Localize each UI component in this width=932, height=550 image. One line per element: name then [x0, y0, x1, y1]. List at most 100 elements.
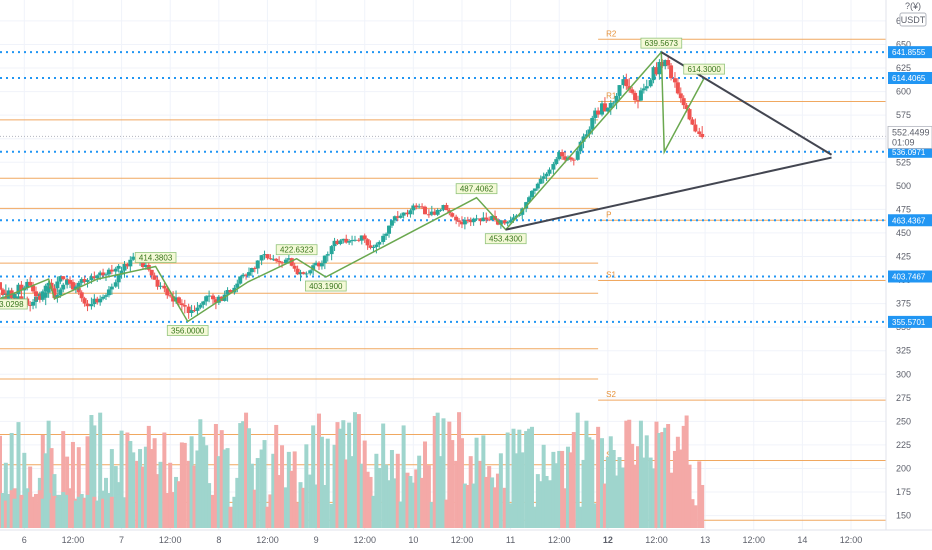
volume-bar — [414, 469, 419, 528]
volume-bar — [219, 430, 224, 528]
candle-body — [681, 98, 686, 106]
volume-bar — [335, 422, 340, 528]
volume-bar — [675, 436, 680, 528]
candle-body — [70, 283, 75, 290]
volume-bar — [232, 496, 237, 528]
candle-body — [600, 103, 605, 115]
price-tag — [888, 46, 932, 59]
candle-body — [16, 284, 21, 295]
price-tick-label: 450 — [896, 228, 911, 238]
candle-body — [152, 275, 157, 280]
zigzag-label-box — [166, 325, 209, 336]
time-tick-label: 7 — [119, 535, 124, 545]
volume-bar — [678, 449, 683, 528]
candle-body — [19, 284, 24, 291]
volume-bar — [3, 462, 8, 528]
volume-bar — [505, 432, 510, 528]
candle-body — [362, 235, 367, 240]
time-tick-label: 6 — [22, 535, 27, 545]
volume-bar — [171, 492, 176, 528]
volume-bar — [593, 503, 598, 528]
candle-body — [101, 296, 106, 299]
candle-body — [508, 220, 513, 223]
candle-body — [697, 131, 702, 134]
pivot-label: S2 — [606, 390, 616, 399]
candle-body — [487, 219, 492, 221]
volume-bar — [31, 496, 36, 528]
candle-body — [490, 216, 495, 221]
volume-bars — [0, 412, 705, 528]
volume-bar — [438, 456, 443, 528]
volume-bar — [274, 424, 279, 528]
volume-bar — [551, 451, 556, 528]
candle-body — [484, 217, 489, 220]
candle-body — [65, 280, 70, 285]
volume-bar — [316, 413, 321, 528]
candle-body — [605, 107, 610, 112]
candle-body — [459, 221, 464, 225]
candle-body — [547, 169, 552, 174]
volume-bar — [624, 420, 629, 528]
volume-bar — [46, 493, 51, 528]
candle-body — [213, 299, 218, 303]
volume-bar — [76, 447, 81, 528]
candle-body — [12, 294, 17, 298]
candle-body — [43, 292, 48, 298]
candle-body — [495, 219, 500, 225]
volume-bar — [259, 449, 264, 528]
volume-bar — [40, 434, 45, 528]
candle-body — [651, 67, 656, 81]
candle-body — [617, 85, 622, 96]
volume-bar — [444, 499, 449, 528]
zigzag-label-box — [134, 252, 177, 263]
volume-bar — [116, 494, 121, 528]
candle-body — [61, 284, 66, 290]
volume-bar — [359, 463, 364, 528]
volume-bar — [495, 473, 500, 528]
candle-body — [116, 265, 121, 269]
candle-body — [700, 133, 705, 138]
volume-bar — [22, 452, 27, 528]
time-axis[interactable]: 6 12:00 7 12:00 8 12:00 9 12:00 10 12:00 11 12:00 12… — [0, 529, 932, 545]
candle-body — [498, 220, 503, 225]
candle-body — [432, 211, 437, 215]
volume-bar — [22, 499, 27, 528]
candle-body — [563, 156, 568, 160]
zigzag-line — [0, 50, 705, 323]
volume-bar — [92, 425, 97, 528]
volume-bar — [401, 425, 406, 528]
candle-body — [101, 272, 106, 276]
volume-bar — [73, 500, 78, 528]
volume-bar — [389, 450, 394, 528]
candle-body — [131, 256, 136, 260]
volume-bar — [648, 457, 653, 528]
volume-bar — [210, 494, 215, 528]
candle-body — [113, 268, 118, 272]
volume-bar — [292, 451, 297, 528]
volume-bar — [693, 505, 698, 528]
volume-bar — [508, 503, 513, 528]
candle-body — [332, 240, 337, 247]
time-tick-label: 13 — [700, 535, 710, 545]
volume-bar — [450, 440, 455, 528]
candle-body — [648, 80, 653, 87]
volume-bar — [9, 432, 14, 528]
candle-body — [295, 268, 300, 275]
candle-body — [28, 281, 33, 286]
volume-bar — [98, 412, 103, 528]
zigzag — [0, 50, 705, 323]
candle-body — [89, 304, 94, 307]
candle-body — [608, 102, 613, 108]
candle-body — [630, 89, 635, 93]
candle-body — [207, 295, 212, 297]
volume-bar — [465, 484, 470, 528]
candle-body — [684, 105, 689, 110]
candle-body — [527, 197, 532, 203]
candle-body — [517, 214, 522, 216]
price-lines — [0, 51, 886, 323]
currency-badge[interactable]: ?(¥) USDT — [899, 1, 927, 27]
candle-body — [106, 289, 111, 296]
volume-bar — [125, 432, 130, 528]
volume-bar — [262, 440, 267, 528]
